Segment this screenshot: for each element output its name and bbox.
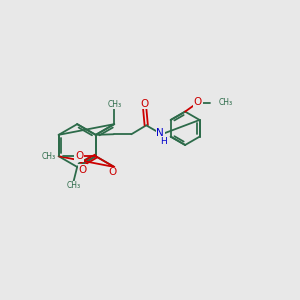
Text: CH₃: CH₃ bbox=[41, 152, 56, 161]
Text: O: O bbox=[109, 167, 117, 177]
Text: O: O bbox=[75, 151, 83, 161]
Text: CH₃: CH₃ bbox=[218, 98, 232, 107]
Text: H: H bbox=[160, 137, 166, 146]
Text: CH₃: CH₃ bbox=[67, 181, 81, 190]
Text: CH₃: CH₃ bbox=[107, 100, 121, 109]
Text: O: O bbox=[141, 99, 149, 109]
Text: O: O bbox=[78, 165, 86, 175]
Text: O: O bbox=[194, 97, 202, 107]
Text: N: N bbox=[156, 128, 164, 138]
